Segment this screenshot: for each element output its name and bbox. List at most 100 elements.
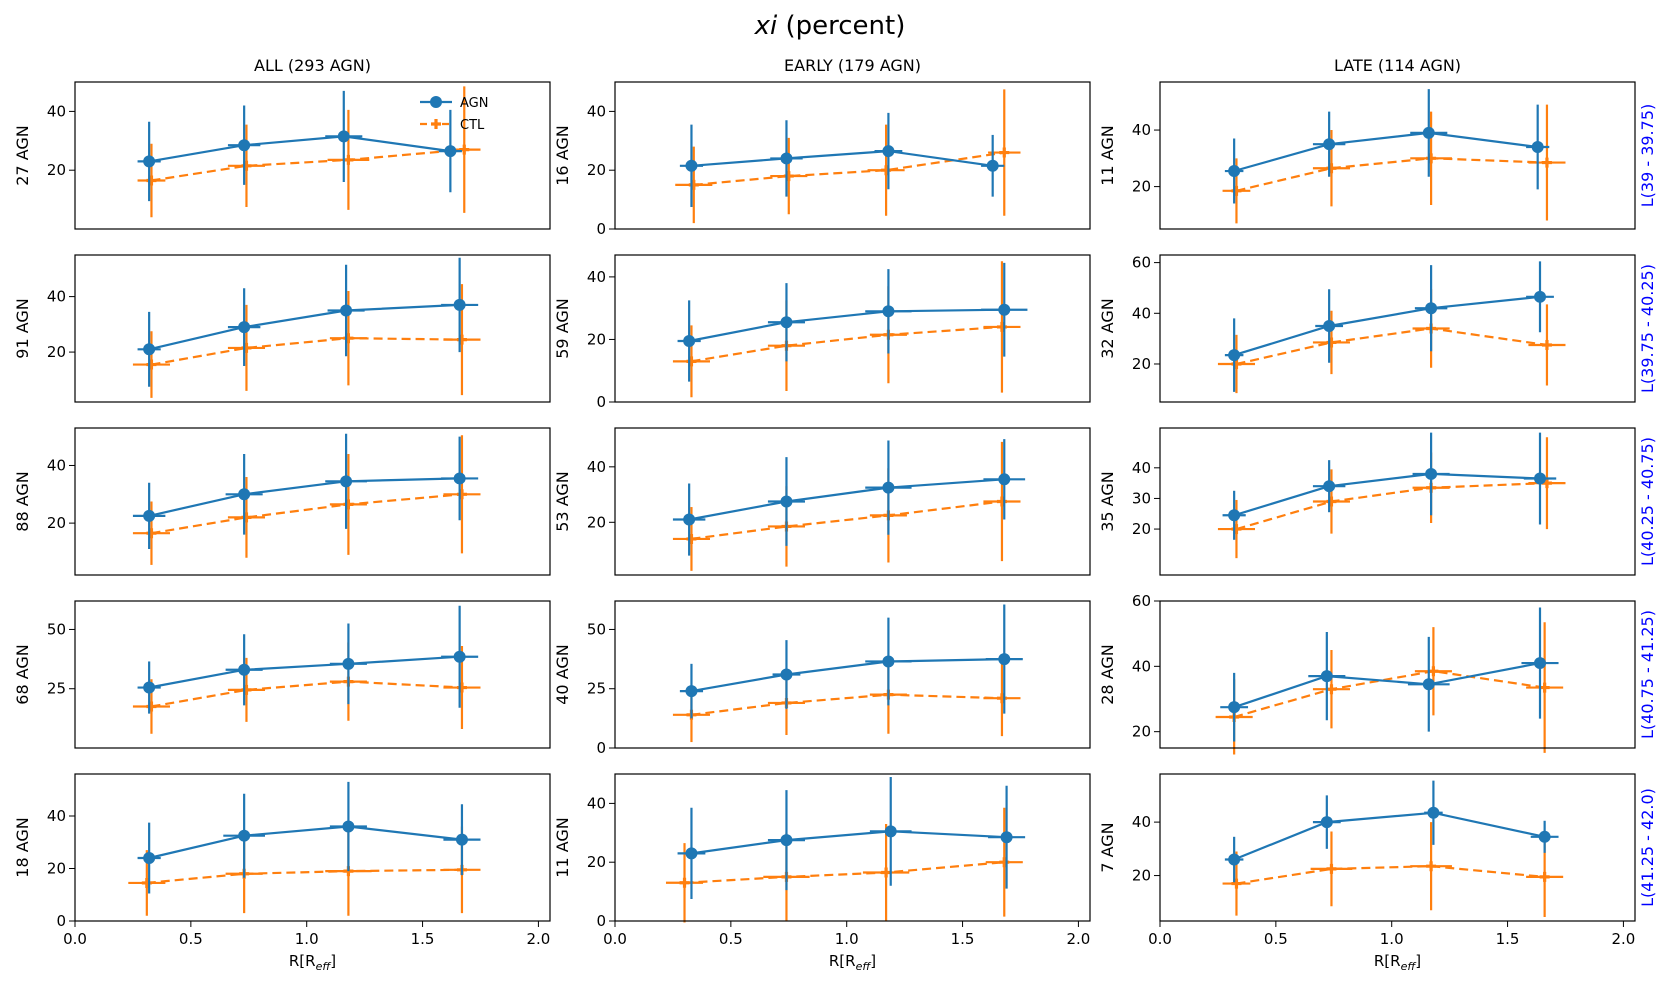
- data-point: [1425, 467, 1438, 480]
- data-point: [1231, 185, 1242, 196]
- y-tick-label: 0: [596, 220, 606, 238]
- data-point: [1228, 853, 1241, 866]
- data-point: [1541, 339, 1552, 350]
- y-tick-label: 50: [587, 620, 606, 638]
- x-axis-label-end: ]: [330, 952, 336, 970]
- y-tick-label: 20: [47, 343, 66, 361]
- data-point: [882, 655, 895, 668]
- series-ctl: [1215, 622, 1564, 755]
- y-tick-label: 40: [587, 794, 606, 812]
- data-point: [999, 857, 1010, 868]
- y-tick-label: 20: [587, 513, 606, 531]
- data-point: [1326, 337, 1337, 348]
- series-ctl: [672, 441, 1021, 571]
- data-point: [1326, 163, 1337, 174]
- series-agn: [1224, 89, 1550, 204]
- data-point: [456, 682, 467, 693]
- data-point: [780, 316, 793, 329]
- series-line: [1233, 811, 1545, 861]
- x-tick-label: 0.5: [179, 930, 203, 948]
- panel: 0 20 40 59 AGN: [553, 254, 1091, 411]
- series-line: [693, 151, 1005, 186]
- data-point: [1428, 666, 1439, 677]
- data-point: [1531, 141, 1544, 154]
- panel-count-label: 11 AGN: [1098, 125, 1117, 185]
- data-point: [1534, 472, 1546, 485]
- series-line: [148, 825, 463, 860]
- x-tick-label: 0.0: [63, 930, 87, 948]
- x-axis-label-sub: eff: [316, 960, 332, 973]
- y-tick-label: 60: [1132, 592, 1151, 610]
- data-point: [340, 475, 353, 488]
- data-point: [986, 159, 999, 172]
- series-line: [148, 655, 460, 689]
- data-point: [780, 152, 793, 165]
- column-title: LATE (114 AGN): [1334, 56, 1461, 75]
- data-point: [882, 481, 895, 494]
- data-point: [882, 305, 895, 318]
- data-point: [1422, 678, 1435, 691]
- series-line: [148, 303, 460, 351]
- panel: 20 30 40 35 AGN: [1098, 427, 1636, 576]
- panel-count-label: 28 AGN: [1098, 644, 1117, 704]
- data-point: [685, 847, 698, 860]
- panel-count-label: 32 AGN: [1098, 298, 1117, 358]
- y-tick-label: 60: [1132, 254, 1151, 272]
- data-point: [1228, 165, 1241, 178]
- luminosity-label: L(39 - 39.75): [1638, 104, 1657, 208]
- panel-count-label: 27 AGN: [13, 125, 32, 185]
- series-line: [1233, 131, 1538, 173]
- data-point: [241, 342, 252, 353]
- x-axis-label-end: ]: [870, 952, 876, 970]
- series-ctl: [132, 435, 481, 565]
- series-ctl: [132, 284, 481, 398]
- series-line: [1233, 670, 1545, 719]
- legend: AGN CTL: [420, 96, 488, 133]
- data-point: [241, 684, 252, 695]
- series-agn: [137, 90, 462, 202]
- panel: 20 40 11 AGN: [1098, 81, 1636, 230]
- series-ctl: [1217, 289, 1566, 394]
- data-point: [884, 825, 897, 838]
- data-point: [1534, 657, 1546, 670]
- series-line: [691, 658, 1005, 693]
- data-point: [146, 528, 157, 539]
- y-tick-label: 40: [47, 807, 66, 825]
- series-agn: [137, 605, 479, 714]
- series-line: [1233, 472, 1541, 517]
- series-agn: [1220, 607, 1559, 742]
- data-point: [1323, 319, 1336, 332]
- series-agn: [137, 257, 479, 387]
- x-tick-label: 1.0: [1380, 930, 1404, 948]
- x-tick-label: 1.5: [411, 930, 435, 948]
- y-tick-label: 40: [47, 456, 66, 474]
- data-point: [1425, 302, 1438, 315]
- x-axis-label: R[Reff]: [1374, 952, 1421, 973]
- panel-frame: [1159, 773, 1636, 922]
- panel-frame: [614, 600, 1091, 749]
- y-tick-label: 0: [596, 912, 606, 930]
- y-tick-label: 40: [1132, 121, 1151, 139]
- data-point: [996, 321, 1007, 332]
- series-line: [691, 500, 1003, 540]
- series-line: [146, 868, 463, 884]
- y-tick-label: 0: [596, 739, 606, 757]
- x-axis-label-main: R[R: [289, 952, 316, 970]
- panel: 0 20 40 16 AGN: [553, 81, 1091, 238]
- data-point: [238, 139, 251, 152]
- data-point: [453, 298, 466, 311]
- luminosity-label: L(39.75 - 40.25): [1638, 264, 1657, 393]
- x-axis-label: R[Reff]: [829, 952, 876, 973]
- data-point: [456, 334, 467, 345]
- data-point: [998, 653, 1011, 666]
- series-line: [148, 477, 460, 517]
- series-line: [688, 308, 1005, 343]
- x-tick-label: 0.5: [1264, 930, 1288, 948]
- data-point: [340, 304, 353, 317]
- panel: 20 40 91 AGN: [13, 254, 551, 403]
- figure-title: xi (percent): [754, 11, 906, 41]
- series-line: [1233, 295, 1541, 357]
- series-ctl: [672, 261, 1021, 398]
- y-tick-label: 20: [1132, 723, 1151, 741]
- data-point: [143, 681, 156, 694]
